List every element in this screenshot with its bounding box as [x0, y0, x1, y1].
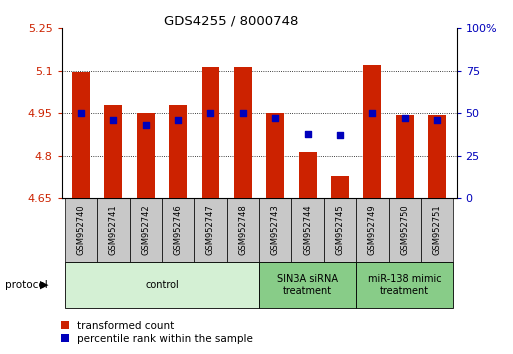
Point	[304, 131, 312, 137]
Text: GSM952741: GSM952741	[109, 205, 118, 256]
Bar	[396, 115, 413, 198]
Point	[142, 122, 150, 128]
Text: GSM952749: GSM952749	[368, 205, 377, 256]
Bar	[259, 262, 356, 308]
Point	[433, 117, 441, 123]
Text: SIN3A siRNA
treatment: SIN3A siRNA treatment	[277, 274, 338, 296]
Bar	[421, 198, 453, 262]
Text: control: control	[145, 280, 179, 290]
Bar	[130, 198, 162, 262]
Bar	[194, 198, 227, 262]
Point	[368, 110, 377, 116]
Bar	[259, 198, 291, 262]
Bar	[97, 198, 130, 262]
Text: ▶: ▶	[40, 280, 49, 290]
Bar	[299, 152, 317, 198]
Point	[401, 115, 409, 121]
Text: GSM952747: GSM952747	[206, 205, 215, 256]
Bar	[162, 198, 194, 262]
Bar	[105, 105, 122, 198]
Bar	[266, 113, 284, 198]
Point	[336, 132, 344, 138]
Text: GSM952748: GSM952748	[239, 205, 247, 256]
Bar	[65, 198, 97, 262]
Bar	[356, 262, 453, 308]
Bar	[234, 67, 252, 198]
Point	[109, 117, 117, 123]
Bar	[364, 65, 381, 198]
Text: protocol: protocol	[5, 280, 48, 290]
Text: GSM952746: GSM952746	[173, 205, 183, 256]
Text: GSM952742: GSM952742	[141, 205, 150, 256]
Legend: transformed count, percentile rank within the sample: transformed count, percentile rank withi…	[56, 317, 258, 348]
Bar	[291, 198, 324, 262]
Text: GSM952745: GSM952745	[336, 205, 345, 256]
Bar	[324, 198, 356, 262]
Bar	[65, 262, 259, 308]
Bar	[137, 113, 154, 198]
Point	[206, 110, 214, 116]
Bar	[72, 72, 90, 198]
Text: GSM952744: GSM952744	[303, 205, 312, 256]
Text: GSM952751: GSM952751	[432, 205, 442, 256]
Bar	[227, 198, 259, 262]
Bar	[202, 67, 220, 198]
Bar	[428, 115, 446, 198]
Text: GSM952743: GSM952743	[271, 205, 280, 256]
Point	[77, 110, 85, 116]
Text: GSM952750: GSM952750	[400, 205, 409, 256]
Point	[271, 115, 280, 121]
Text: miR-138 mimic
treatment: miR-138 mimic treatment	[368, 274, 442, 296]
Bar	[169, 105, 187, 198]
Bar	[388, 198, 421, 262]
Text: GSM952740: GSM952740	[76, 205, 86, 256]
Bar	[331, 176, 349, 198]
Point	[174, 117, 182, 123]
Point	[239, 110, 247, 116]
Bar	[356, 198, 388, 262]
Text: GDS4255 / 8000748: GDS4255 / 8000748	[164, 14, 298, 27]
